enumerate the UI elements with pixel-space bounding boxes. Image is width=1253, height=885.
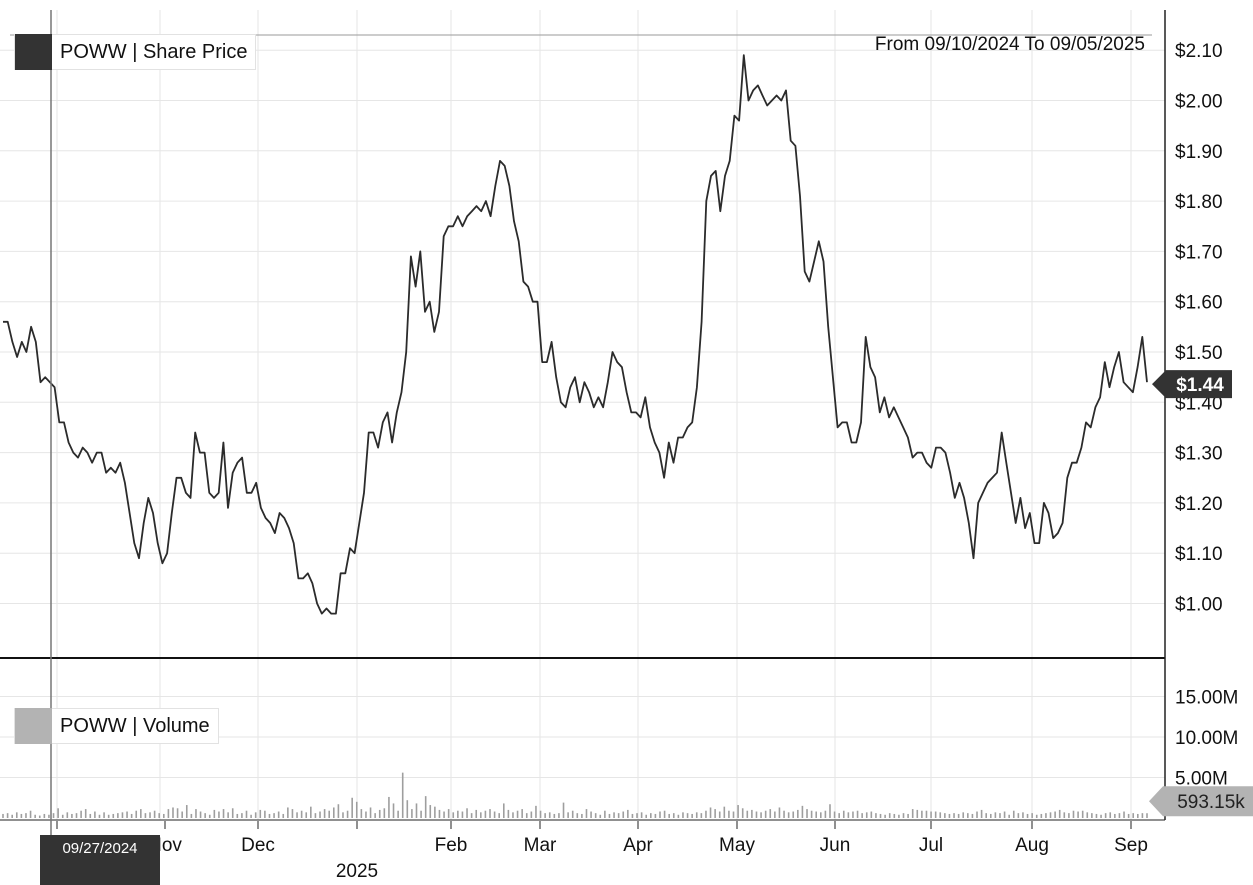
x-tick-label: Jul	[919, 835, 943, 856]
price-tick-label: $2.10	[1175, 41, 1223, 62]
x-tick-label: 2025	[336, 861, 378, 882]
price-tick-label: $1.40	[1175, 393, 1223, 414]
x-tick-label: Mar	[524, 835, 557, 856]
price-tick-label: $1.10	[1175, 544, 1223, 565]
volume-tick-label: 10.00M	[1175, 728, 1238, 749]
x-tick-label: Jun	[820, 835, 851, 856]
price-tick-label: $2.00	[1175, 92, 1223, 113]
price-legend-label: POWW | Share Price	[60, 40, 248, 63]
price-tick-label: $1.80	[1175, 192, 1223, 213]
x-tick-label: Aug	[1015, 835, 1049, 856]
price-tick-label: $1.70	[1175, 242, 1223, 263]
price-tick-label: $1.50	[1175, 343, 1223, 364]
price-tick-label: $1.60	[1175, 293, 1223, 314]
last-volume-label: 593.15k	[1177, 792, 1245, 813]
price-axis: $1.00 $1.10 $1.20 $1.30 $1.40 $1.50 $1.60 $1.70…	[1175, 41, 1223, 615]
volume-legend-swatch	[15, 708, 52, 744]
volume-tick-label: 15.00M	[1175, 688, 1238, 709]
last-volume-tag: 593.15k	[1149, 786, 1253, 817]
x-tick-label: Apr	[623, 835, 653, 856]
crosshair-date-tag-bg	[40, 835, 160, 885]
x-tick-label: Feb	[435, 835, 468, 856]
price-tick-label: $1.20	[1175, 494, 1223, 515]
chart-grid	[0, 10, 1165, 820]
price-series	[3, 54, 1148, 615]
x-tick-label: Sep	[1114, 835, 1148, 856]
volume-legend: POWW | Volume	[14, 708, 219, 744]
price-line	[3, 54, 1148, 615]
x-axis: OctNovDec2025FebMarAprMayJunJulAugSep	[0, 819, 1165, 882]
last-price-label: $1.44	[1176, 375, 1224, 396]
date-range-label: From 09/10/2024 To 09/05/2025	[874, 34, 1145, 55]
volume-tick-label: 5.00M	[1175, 769, 1228, 790]
volume-legend-label: POWW | Volume	[60, 714, 210, 737]
price-tick-label: $1.30	[1175, 444, 1223, 465]
x-tick-label: Dec	[241, 835, 275, 856]
price-legend-swatch	[15, 34, 52, 70]
crosshair-date-tag: 09/27/2024	[40, 835, 160, 885]
price-tick-label: $1.90	[1175, 142, 1223, 163]
x-tick-label: May	[719, 835, 755, 856]
price-tick-label: $1.00	[1175, 595, 1223, 616]
price-legend: POWW | Share Price	[14, 34, 257, 70]
volume-bars	[2, 772, 1148, 818]
last-price-tag: $1.44	[1152, 370, 1232, 399]
crosshair-date-label: 09/27/2024	[62, 840, 137, 857]
last-price-tag-bg	[1152, 370, 1232, 399]
last-volume-tag-bg	[1149, 786, 1253, 817]
volume-axis: 5.00M 10.00M 15.00M	[1175, 688, 1238, 790]
